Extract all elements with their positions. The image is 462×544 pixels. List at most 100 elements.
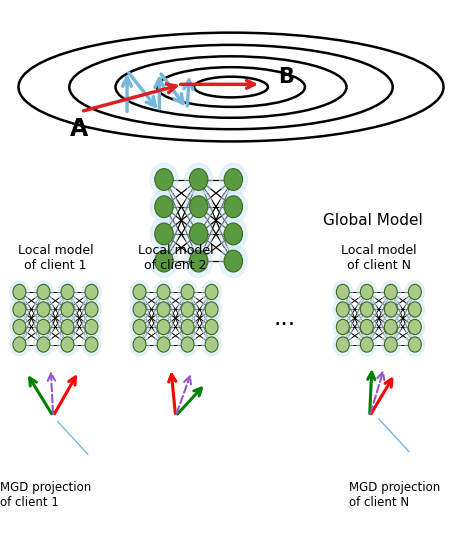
Circle shape [336,337,349,352]
Circle shape [58,281,77,304]
Circle shape [155,196,173,218]
Circle shape [181,337,194,352]
Circle shape [130,316,149,338]
Circle shape [224,169,243,190]
Circle shape [61,337,74,352]
Circle shape [384,319,397,335]
Circle shape [357,281,377,304]
Circle shape [154,281,173,304]
Circle shape [384,285,397,300]
Circle shape [58,333,77,356]
Circle shape [61,319,74,335]
Circle shape [157,337,170,352]
Circle shape [157,319,170,335]
Circle shape [360,285,373,300]
Circle shape [178,298,197,321]
Circle shape [405,298,425,321]
Circle shape [133,337,146,352]
Circle shape [360,337,373,352]
Circle shape [381,316,401,338]
Circle shape [219,190,247,223]
Circle shape [181,319,194,335]
Circle shape [155,250,173,272]
Circle shape [61,285,74,300]
Circle shape [157,302,170,317]
Circle shape [357,316,377,338]
Circle shape [150,218,178,250]
Circle shape [133,285,146,300]
Circle shape [37,319,50,335]
Circle shape [34,316,53,338]
Circle shape [133,319,146,335]
Circle shape [10,333,29,356]
Circle shape [189,223,208,245]
Circle shape [178,281,197,304]
Text: Global Model: Global Model [323,213,423,228]
Circle shape [333,333,353,356]
Circle shape [13,302,26,317]
Circle shape [408,285,421,300]
Circle shape [154,333,173,356]
Circle shape [10,316,29,338]
Circle shape [333,298,353,321]
Circle shape [205,319,218,335]
Circle shape [85,337,98,352]
Circle shape [185,163,213,196]
Circle shape [381,281,401,304]
Circle shape [58,316,77,338]
Circle shape [336,302,349,317]
Circle shape [150,245,178,277]
Text: ...: ... [273,306,295,330]
Circle shape [405,333,425,356]
Circle shape [219,163,247,196]
Circle shape [10,298,29,321]
Circle shape [360,319,373,335]
Circle shape [13,337,26,352]
Circle shape [82,298,101,321]
Circle shape [13,319,26,335]
Circle shape [34,333,53,356]
Circle shape [202,333,221,356]
Circle shape [178,316,197,338]
Circle shape [178,333,197,356]
Circle shape [384,302,397,317]
Circle shape [82,333,101,356]
Circle shape [205,302,218,317]
Circle shape [185,218,213,250]
Circle shape [13,285,26,300]
Text: Local model
of client 2: Local model of client 2 [138,244,213,272]
Circle shape [85,302,98,317]
Circle shape [224,223,243,245]
Circle shape [150,190,178,223]
Circle shape [408,337,421,352]
Circle shape [37,302,50,317]
Text: MGD projection
of client 1: MGD projection of client 1 [0,481,91,509]
Circle shape [219,245,247,277]
Circle shape [34,298,53,321]
Circle shape [155,223,173,245]
Circle shape [381,333,401,356]
Circle shape [82,316,101,338]
Text: B: B [279,67,294,86]
Text: Local model
of client 1: Local model of client 1 [18,244,93,272]
Circle shape [202,281,221,304]
Circle shape [405,281,425,304]
Circle shape [155,169,173,190]
Circle shape [157,285,170,300]
Circle shape [185,245,213,277]
Circle shape [181,302,194,317]
Circle shape [357,298,377,321]
Circle shape [189,169,208,190]
Circle shape [224,196,243,218]
Circle shape [181,285,194,300]
Circle shape [130,333,149,356]
Text: MGD projection
of client N: MGD projection of client N [349,481,440,509]
Circle shape [333,281,353,304]
Circle shape [336,319,349,335]
Circle shape [381,298,401,321]
Circle shape [61,302,74,317]
Circle shape [85,319,98,335]
Circle shape [130,281,149,304]
Circle shape [130,298,149,321]
Circle shape [357,333,377,356]
